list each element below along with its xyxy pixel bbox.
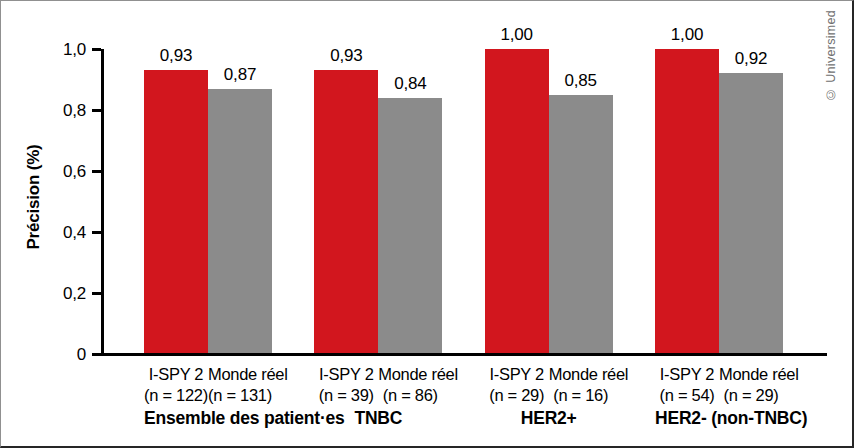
bar-tick-label: I-SPY 2(n = 29) bbox=[485, 364, 549, 406]
bar-group: 1,000,92 bbox=[655, 49, 783, 354]
bar-value-label: 0,87 bbox=[224, 66, 256, 83]
y-tick-mark bbox=[92, 170, 101, 173]
bar-monde-reel: 0,92 bbox=[719, 73, 783, 354]
group-category-label: HER2+ bbox=[485, 408, 613, 429]
bar-tick-labels: I-SPY 2(n = 54)Monde réel(n = 29) bbox=[655, 364, 783, 406]
y-tick-label: 0,6 bbox=[39, 163, 86, 180]
y-tick-mark bbox=[92, 353, 101, 356]
bar-ispy2: 1,00 bbox=[485, 49, 549, 354]
bar-value-label: 0,84 bbox=[394, 75, 426, 92]
group-category-label: HER2- (non-TNBC) bbox=[655, 408, 783, 429]
group-category-label: Ensemble des patient·es bbox=[144, 408, 272, 429]
x-group-labels: I-SPY 2(n = 39)Monde réel(n = 86)TNBC bbox=[314, 364, 442, 429]
bar-monde-reel: 0,85 bbox=[549, 95, 613, 354]
series-name-label: I-SPY 2 bbox=[655, 364, 719, 385]
y-tick-label: 0,2 bbox=[39, 285, 86, 302]
series-name-label: Monde réel bbox=[208, 364, 272, 385]
group-category-label: TNBC bbox=[314, 408, 442, 429]
series-name-label: I-SPY 2 bbox=[485, 364, 549, 385]
bar-value-label: 1,00 bbox=[671, 26, 703, 43]
bar-ispy2: 1,00 bbox=[655, 49, 719, 354]
x-axis-line bbox=[101, 353, 827, 356]
bar-monde-reel: 0,87 bbox=[208, 89, 272, 354]
sample-size-label: (n = 131) bbox=[208, 385, 272, 406]
sample-size-label: (n = 86) bbox=[378, 385, 442, 406]
bar-value-label: 0,93 bbox=[330, 47, 362, 64]
bar-value-label: 0,92 bbox=[735, 50, 767, 67]
copyright-watermark: © Universimed bbox=[824, 10, 838, 101]
sample-size-label: (n = 16) bbox=[549, 385, 613, 406]
series-name-label: Monde réel bbox=[719, 364, 783, 385]
bar-tick-label: I-SPY 2(n = 122) bbox=[144, 364, 208, 406]
bar-monde-reel: 0,84 bbox=[378, 98, 442, 354]
bar-group: 1,000,85 bbox=[485, 49, 613, 354]
sample-size-label: (n = 122) bbox=[144, 385, 208, 406]
y-tick-mark bbox=[92, 292, 101, 295]
sample-size-label: (n = 54) bbox=[655, 385, 719, 406]
bar-value-label: 0,85 bbox=[565, 72, 597, 89]
bar-tick-labels: I-SPY 2(n = 122)Monde réel(n = 131) bbox=[144, 364, 272, 406]
series-name-label: I-SPY 2 bbox=[314, 364, 378, 385]
series-name-label: I-SPY 2 bbox=[144, 364, 208, 385]
y-tick-label: 1,0 bbox=[39, 41, 86, 58]
x-group-labels: I-SPY 2(n = 122)Monde réel(n = 131)Ensem… bbox=[144, 364, 272, 429]
y-tick-mark bbox=[92, 109, 101, 112]
bar-tick-label: I-SPY 2(n = 39) bbox=[314, 364, 378, 406]
chart-panel: Précision (%) 00,20,40,60,81,0 0,930,870… bbox=[0, 0, 854, 448]
series-name-label: Monde réel bbox=[378, 364, 442, 385]
y-tick-mark bbox=[92, 231, 101, 234]
bar-ispy2: 0,93 bbox=[144, 70, 208, 354]
x-group-labels: I-SPY 2(n = 54)Monde réel(n = 29)HER2- (… bbox=[655, 364, 783, 429]
bar-group: 0,930,84 bbox=[314, 70, 442, 354]
series-name-label: Monde réel bbox=[549, 364, 613, 385]
bar-ispy2: 0,93 bbox=[314, 70, 378, 354]
y-tick-label: 0 bbox=[39, 346, 86, 363]
bar-group: 0,930,87 bbox=[144, 70, 272, 354]
sample-size-label: (n = 29) bbox=[719, 385, 783, 406]
y-tick-mark bbox=[92, 48, 101, 51]
x-group-labels: I-SPY 2(n = 29)Monde réel(n = 16)HER2+ bbox=[485, 364, 613, 429]
bar-tick-labels: I-SPY 2(n = 29)Monde réel(n = 16) bbox=[485, 364, 613, 406]
bar-tick-label: Monde réel(n = 29) bbox=[719, 364, 783, 406]
sample-size-label: (n = 29) bbox=[485, 385, 549, 406]
bar-value-label: 0,93 bbox=[160, 47, 192, 64]
y-tick-label: 0,4 bbox=[39, 224, 86, 241]
sample-size-label: (n = 39) bbox=[314, 385, 378, 406]
bar-tick-label: I-SPY 2(n = 54) bbox=[655, 364, 719, 406]
bar-tick-label: Monde réel(n = 86) bbox=[378, 364, 442, 406]
plot-area: 0,930,870,930,841,000,851,000,92 bbox=[101, 49, 827, 354]
bar-tick-labels: I-SPY 2(n = 39)Monde réel(n = 86) bbox=[314, 364, 442, 406]
bar-tick-label: Monde réel(n = 131) bbox=[208, 364, 272, 406]
y-tick-label: 0,8 bbox=[39, 102, 86, 119]
bar-value-label: 1,00 bbox=[501, 26, 533, 43]
bar-tick-label: Monde réel(n = 16) bbox=[549, 364, 613, 406]
